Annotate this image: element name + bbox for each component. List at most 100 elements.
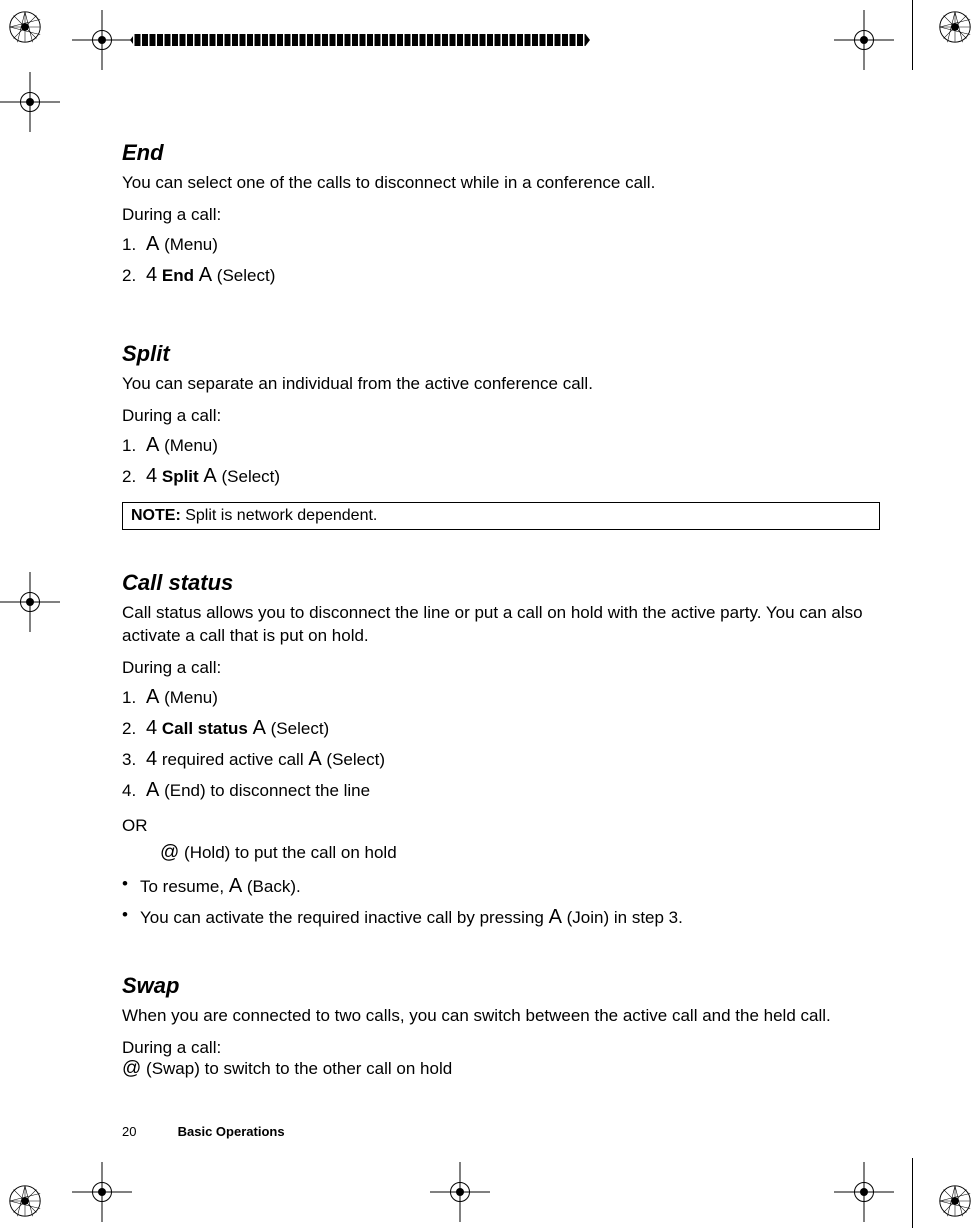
crosshair-icon [0,572,60,632]
step-number: 3. [122,747,146,773]
callstatus-steps: 1.A (Menu)2.4 Call status A (Select)3.4 … [122,682,882,806]
crosshair-icon [430,1162,490,1222]
bullet-item: To resume, A (Back). [122,871,882,902]
softkey-a-icon: A [229,871,242,902]
step-text: To resume, [140,877,229,896]
step-content: 4 required active call A (Select) [146,744,882,775]
step-item: 2.4 Split A (Select) [122,461,882,492]
section-title-callstatus: Call status [122,570,882,596]
regmark-icon [936,8,974,46]
crosshair-icon [0,72,60,132]
menu-item-label: Call status [162,719,253,738]
action-label: (Hold) to put the call on hold [184,843,397,862]
softkey-a-icon: A [146,229,159,260]
action-label: (Join) in step 3. [567,908,683,927]
split-steps: 1.A (Menu)2.4 Split A (Select) [122,430,882,492]
nav-key-icon: 4 [146,713,157,744]
softkey-a-icon: A [203,461,216,492]
action-label: (End) to disconnect the line [164,781,370,800]
step-text: required active call [162,750,308,769]
trim-line-icon [912,1158,913,1228]
softkey-a-icon: A [308,744,321,775]
note-label: NOTE: [131,507,181,524]
softkey-a-icon: A [199,260,212,291]
page-number: 20 [122,1124,174,1139]
step-number: 2. [122,716,146,742]
split-intro: You can separate an individual from the … [122,373,882,396]
swap-line: @ (Swap) to switch to the other call on … [122,1056,882,1082]
section-title-swap: Swap [122,973,882,999]
step-number: 2. [122,464,146,490]
action-label: (Swap) to switch to the other call on ho… [146,1059,452,1078]
step-item: 2.4 End A (Select) [122,260,882,291]
softkey-a-icon: A [146,775,159,806]
right-softkey-icon: @ [160,838,179,867]
callstatus-intro: Call status allows you to disconnect the… [122,602,882,648]
softkey-a-icon: A [146,682,159,713]
softkey-a-icon: A [146,430,159,461]
step-item: 2.4 Call status A (Select) [122,713,882,744]
step-number: 1. [122,232,146,258]
swap-intro: When you are connected to two calls, you… [122,1005,882,1028]
step-content: 4 Split A (Select) [146,461,882,492]
step-content: 4 End A (Select) [146,260,882,291]
regmark-icon [6,1182,44,1220]
action-label: (Menu) [164,436,218,455]
regmark-icon [6,8,44,46]
step-number: 1. [122,685,146,711]
split-note: NOTE: Split is network dependent. [122,502,880,530]
step-item: 1.A (Menu) [122,682,882,713]
step-item: 3.4 required active call A (Select) [122,744,882,775]
menu-item-label: End [162,266,199,285]
step-number: 4. [122,778,146,804]
step-item: 4.A (End) to disconnect the line [122,775,882,806]
callstatus-or: OR [122,816,882,836]
step-text: You can activate the required inactive c… [140,908,549,927]
step-content: 4 Call status A (Select) [146,713,882,744]
crosshair-icon [834,1162,894,1222]
action-label: (Select) [326,750,385,769]
crosshair-icon [834,10,894,70]
section-title-split: Split [122,341,882,367]
header-hatch-icon [130,34,590,46]
nav-key-icon: 4 [146,744,157,775]
nav-key-icon: 4 [146,260,157,291]
action-label: (Menu) [164,235,218,254]
action-label: (Back). [247,877,301,896]
bullet-item: You can activate the required inactive c… [122,902,882,933]
chapter-title: Basic Operations [178,1124,285,1139]
step-number: 1. [122,433,146,459]
callstatus-or-line: @ (Hold) to put the call on hold [160,838,882,867]
action-label: (Select) [271,719,330,738]
softkey-a-icon: A [549,902,562,933]
page: End You can select one of the calls to d… [0,0,980,1228]
crosshair-icon [72,1162,132,1222]
step-item: 1.A (Menu) [122,430,882,461]
step-content: A (Menu) [146,229,882,260]
page-footer: 20 Basic Operations [122,1124,285,1139]
nav-key-icon: 4 [146,461,157,492]
content-area: End You can select one of the calls to d… [122,140,882,1092]
section-title-end: End [122,140,882,166]
end-intro: You can select one of the calls to disco… [122,172,882,195]
crosshair-icon [72,10,132,70]
right-softkey-icon: @ [122,1056,141,1082]
step-content: A (Menu) [146,682,882,713]
step-content: A (End) to disconnect the line [146,775,882,806]
swap-during: During a call: [122,1038,882,1058]
regmark-icon [936,1182,974,1220]
step-content: A (Menu) [146,430,882,461]
menu-item-label: Split [162,467,204,486]
step-number: 2. [122,263,146,289]
end-during: During a call: [122,205,882,225]
softkey-a-icon: A [253,713,266,744]
trim-line-icon [912,0,913,70]
end-steps: 1.A (Menu)2.4 End A (Select) [122,229,882,291]
action-label: (Select) [217,266,276,285]
callstatus-during: During a call: [122,658,882,678]
callstatus-bullets: To resume, A (Back). You can activate th… [122,871,882,933]
step-item: 1.A (Menu) [122,229,882,260]
note-text: Split is network dependent. [185,507,377,524]
action-label: (Menu) [164,688,218,707]
split-during: During a call: [122,406,882,426]
